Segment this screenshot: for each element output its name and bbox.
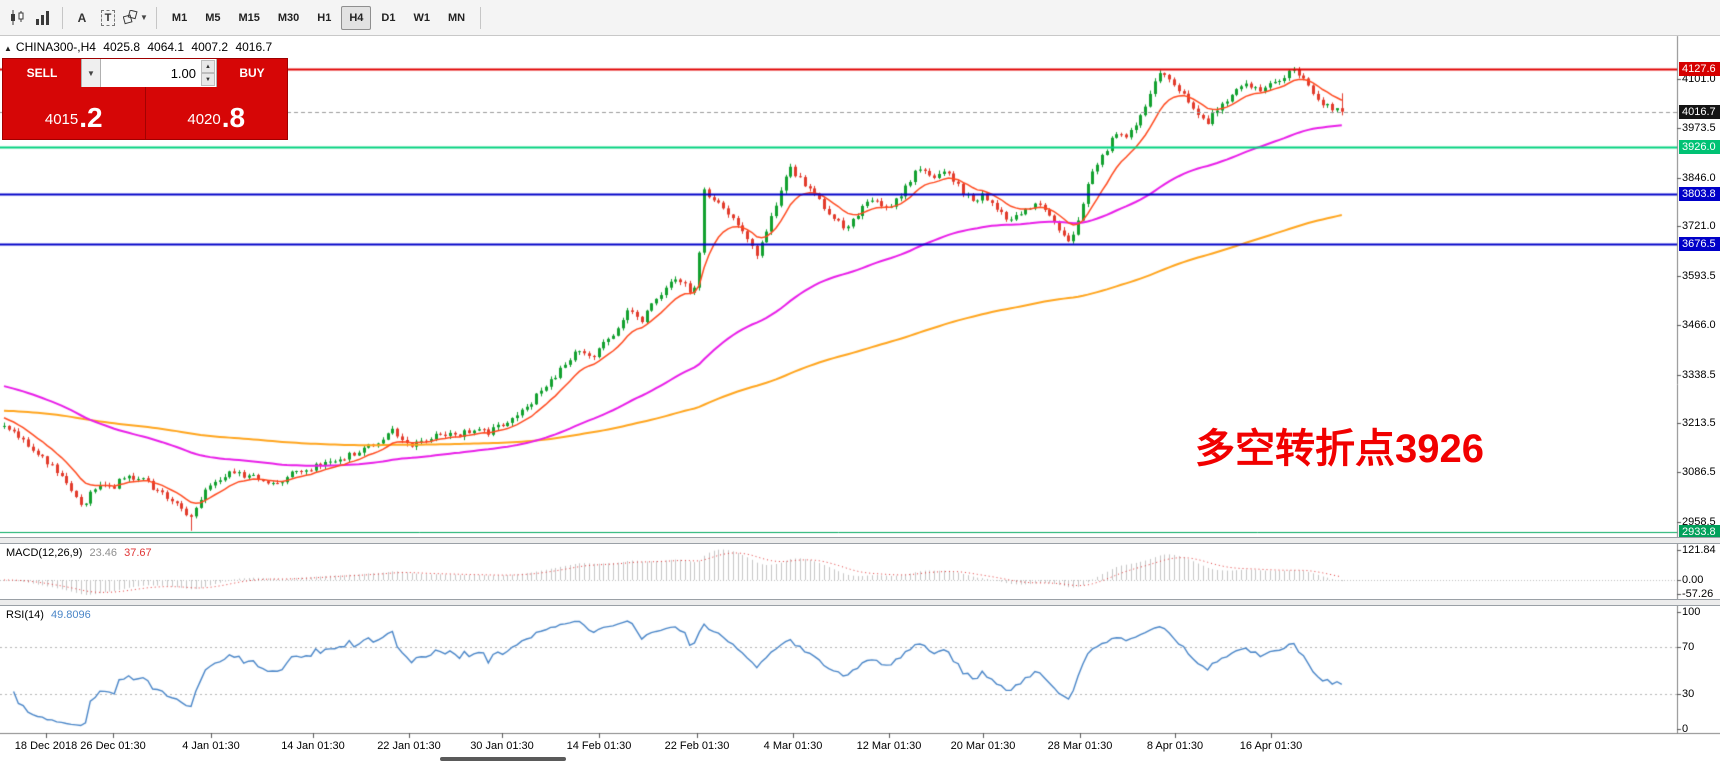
buy-price-main: 4020 — [187, 111, 221, 128]
panel-separator-main-macd[interactable] — [0, 537, 1720, 544]
ohlc-high: 4064.1 — [147, 40, 185, 54]
symbol-ohlc-header: ▲ CHINA300-,H4 4025.8 4064.1 4007.2 4016.… — [4, 40, 276, 54]
timeframe-button-m1[interactable]: M1 — [171, 11, 188, 24]
spinner-down-icon[interactable]: ▼ — [201, 73, 215, 86]
annotation-a-button[interactable]: A — [70, 6, 94, 30]
candlestick-chart-icon — [10, 10, 23, 25]
buy-price-display[interactable]: 4020.8 — [146, 87, 288, 139]
timeframe-button-h4[interactable]: H4 — [341, 5, 372, 30]
indicators-button[interactable] — [31, 6, 55, 30]
ohlc-close: 4016.7 — [235, 40, 273, 54]
timeframe-button-m15[interactable]: M15 — [238, 11, 260, 24]
letter-a-icon: A — [77, 10, 87, 25]
macd-value-signal: 37.67 — [124, 547, 152, 559]
chart-type-candles-button[interactable] — [5, 6, 29, 30]
collapse-one-click-icon[interactable]: ▲ — [4, 44, 12, 53]
volume-field-wrap: ▲ ▼ — [101, 59, 217, 87]
macd-panel-label: MACD(12,26,9) 23.46 37.67 — [6, 547, 152, 559]
spinner-up-icon[interactable]: ▲ — [201, 60, 215, 73]
timeframe-group: M1 M5 M15 M30 H1 H4 D1 W1 MN — [163, 5, 474, 30]
timeframe-button-mn[interactable]: MN — [447, 11, 466, 24]
sell-price-display[interactable]: 4015.2 — [3, 87, 146, 139]
buy-price-pips: .8 — [221, 102, 246, 133]
text-label-button[interactable]: T — [96, 6, 120, 30]
timeframe-button-m5[interactable]: M5 — [205, 11, 221, 24]
sell-button[interactable]: SELL — [3, 59, 81, 87]
timeframe-button-d1[interactable]: D1 — [381, 11, 396, 24]
text-tool-icon: T — [100, 9, 116, 26]
sell-price-main: 4015 — [44, 111, 79, 128]
objects-button[interactable]: ▼ — [122, 6, 149, 30]
horizontal-scrollbar-thumb[interactable] — [440, 757, 566, 761]
chart-title: CHINA300-,H4 — [15, 40, 96, 54]
toolbar: A T ▼ M1 M5 M15 M30 H1 H4 D1 W1 MN — [0, 0, 1720, 36]
toolbar-separator — [480, 6, 482, 29]
timeframe-button-w1[interactable]: W1 — [413, 11, 430, 24]
dropdown-caret-icon: ▼ — [140, 13, 148, 22]
toolbar-separator — [62, 6, 63, 29]
buy-button[interactable]: BUY — [217, 59, 287, 87]
rsi-value: 49.8096 — [50, 609, 91, 621]
timeframe-button-h1[interactable]: H1 — [317, 11, 332, 24]
macd-name: MACD(12,26,9) — [6, 547, 83, 559]
objects-icon — [123, 10, 138, 25]
sell-price-pips: .2 — [79, 102, 103, 133]
macd-value-main: 23.46 — [89, 547, 118, 559]
bar-chart-icon — [36, 10, 49, 25]
rsi-name: RSI(14) — [6, 609, 44, 621]
timeframe-button-m30[interactable]: M30 — [277, 11, 300, 24]
one-click-trade-panel: SELL ▼ ▲ ▼ BUY 4015.2 4020.8 — [2, 58, 288, 140]
chevron-down-icon: ▼ — [87, 68, 95, 78]
chart-annotation-text: 多空转折点3926 — [1195, 427, 1484, 471]
panel-separator-macd-rsi[interactable] — [0, 599, 1720, 606]
volume-spinner: ▲ ▼ — [201, 60, 215, 86]
volume-input[interactable] — [101, 59, 216, 87]
order-type-dropdown[interactable]: ▼ — [81, 59, 101, 87]
rsi-panel-label: RSI(14) 49.8096 — [6, 609, 91, 621]
toolbar-separator — [155, 6, 157, 29]
ohlc-low: 4007.2 — [191, 40, 229, 54]
ohlc-open: 4025.8 — [103, 40, 140, 54]
